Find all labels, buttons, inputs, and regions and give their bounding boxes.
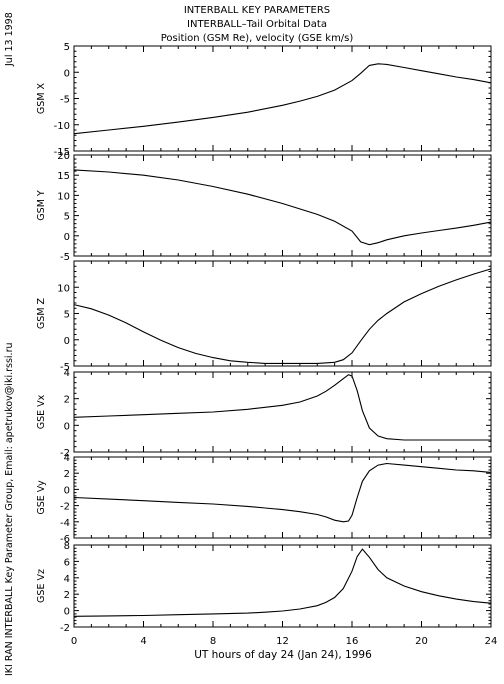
panel-frame-gsm-x [73, 45, 492, 152]
y-tick-label-gsm-y: 0 [64, 232, 70, 243]
panel-frame-gsm-z [73, 260, 492, 367]
y-tick-label-gse-vx: 2 [64, 395, 70, 406]
y-axis-label-gse-vx: GSE Vx [36, 394, 47, 429]
x-tick-label: 8 [210, 636, 216, 647]
y-axis-label-gsm-z: GSM Z [36, 297, 47, 329]
series-line-gse-vz [73, 548, 492, 617]
series-line-gsm-x [73, 63, 492, 135]
y-tick-label-gsm-x: 0 [64, 68, 70, 79]
y-tick-label-gse-vx: 0 [64, 421, 70, 432]
y-tick-label-gse-vy: -4 [60, 518, 70, 529]
y-axis-label-gse-vy: GSE Vy [36, 480, 47, 515]
y-tick-label-gsm-y: 5 [64, 212, 70, 223]
y-tick-label-gse-vy: 2 [64, 469, 70, 480]
y-tick-label-gse-vy: 4 [64, 453, 70, 464]
y-tick-label-gsm-x: -10 [54, 121, 70, 132]
y-tick-label-gsm-y: -5 [60, 252, 70, 263]
chart-title-line-3: Position (GSM Re), velocity (GSE km/s) [161, 33, 354, 44]
x-tick-label: 20 [415, 636, 428, 647]
x-tick-label: 24 [485, 636, 498, 647]
panel-frame-gsm-y [73, 154, 492, 257]
y-axis-label-gsm-y: GSM Y [36, 190, 47, 221]
y-tick-label-gsm-x: 5 [64, 42, 70, 53]
side-date-label: Jul 13 1998 [4, 12, 15, 67]
y-tick-label-gsm-x: -5 [60, 95, 70, 106]
y-tick-label-gse-vz: -2 [60, 623, 70, 634]
x-tick-label: 4 [140, 636, 146, 647]
chart-title-line-1: INTERBALL KEY PARAMETERS [184, 5, 330, 16]
y-tick-label-gse-vy: -2 [60, 502, 70, 513]
chart-title-line-2: INTERBALL–Tail Orbital Data [187, 19, 327, 30]
y-tick-label-gsm-z: 5 [64, 310, 70, 321]
y-tick-label-gse-vy: 0 [64, 485, 70, 496]
y-tick-label-gsm-x: -15 [54, 147, 70, 158]
y-axis-label-gsm-x: GSM X [36, 82, 47, 114]
series-line-gse-vy [73, 462, 492, 523]
y-tick-label-gse-vz: 6 [64, 557, 70, 568]
y-tick-label-gsm-z: 0 [64, 336, 70, 347]
y-tick-label-gsm-y: 15 [57, 171, 70, 182]
y-tick-label-gse-vy: -6 [60, 534, 70, 545]
y-tick-label-gse-vx: -2 [60, 448, 70, 459]
y-tick-label-gse-vz: 2 [64, 590, 70, 601]
x-axis-label: UT hours of day 24 (Jan 24), 1996 [194, 649, 372, 661]
series-line-gsm-z [73, 268, 492, 364]
series-line-gse-vx [73, 374, 491, 441]
y-tick-label-gsm-z: -5 [60, 362, 70, 373]
y-tick-label-gsm-y: 10 [57, 191, 70, 202]
y-tick-label-gsm-z: 10 [57, 283, 70, 294]
x-tick-label: 16 [346, 636, 359, 647]
panel-frame-gse-vy [73, 456, 492, 539]
y-tick-label-gsm-y: 20 [57, 151, 70, 162]
y-tick-label-gse-vz: 4 [64, 574, 70, 585]
series-line-gsm-y [73, 169, 492, 246]
x-tick-label: 12 [276, 636, 289, 647]
y-tick-label-gse-vz: 8 [64, 541, 70, 552]
y-tick-label-gse-vx: 4 [64, 368, 70, 379]
x-tick-label: 0 [71, 636, 77, 647]
side-credit-label: IKI RAN INTERBALL Key Parameter Group, E… [4, 343, 15, 677]
y-tick-label-gse-vz: 0 [64, 607, 70, 618]
y-axis-label-gse-vz: GSE Vz [36, 569, 47, 603]
panel-frame-gse-vz [73, 544, 492, 628]
